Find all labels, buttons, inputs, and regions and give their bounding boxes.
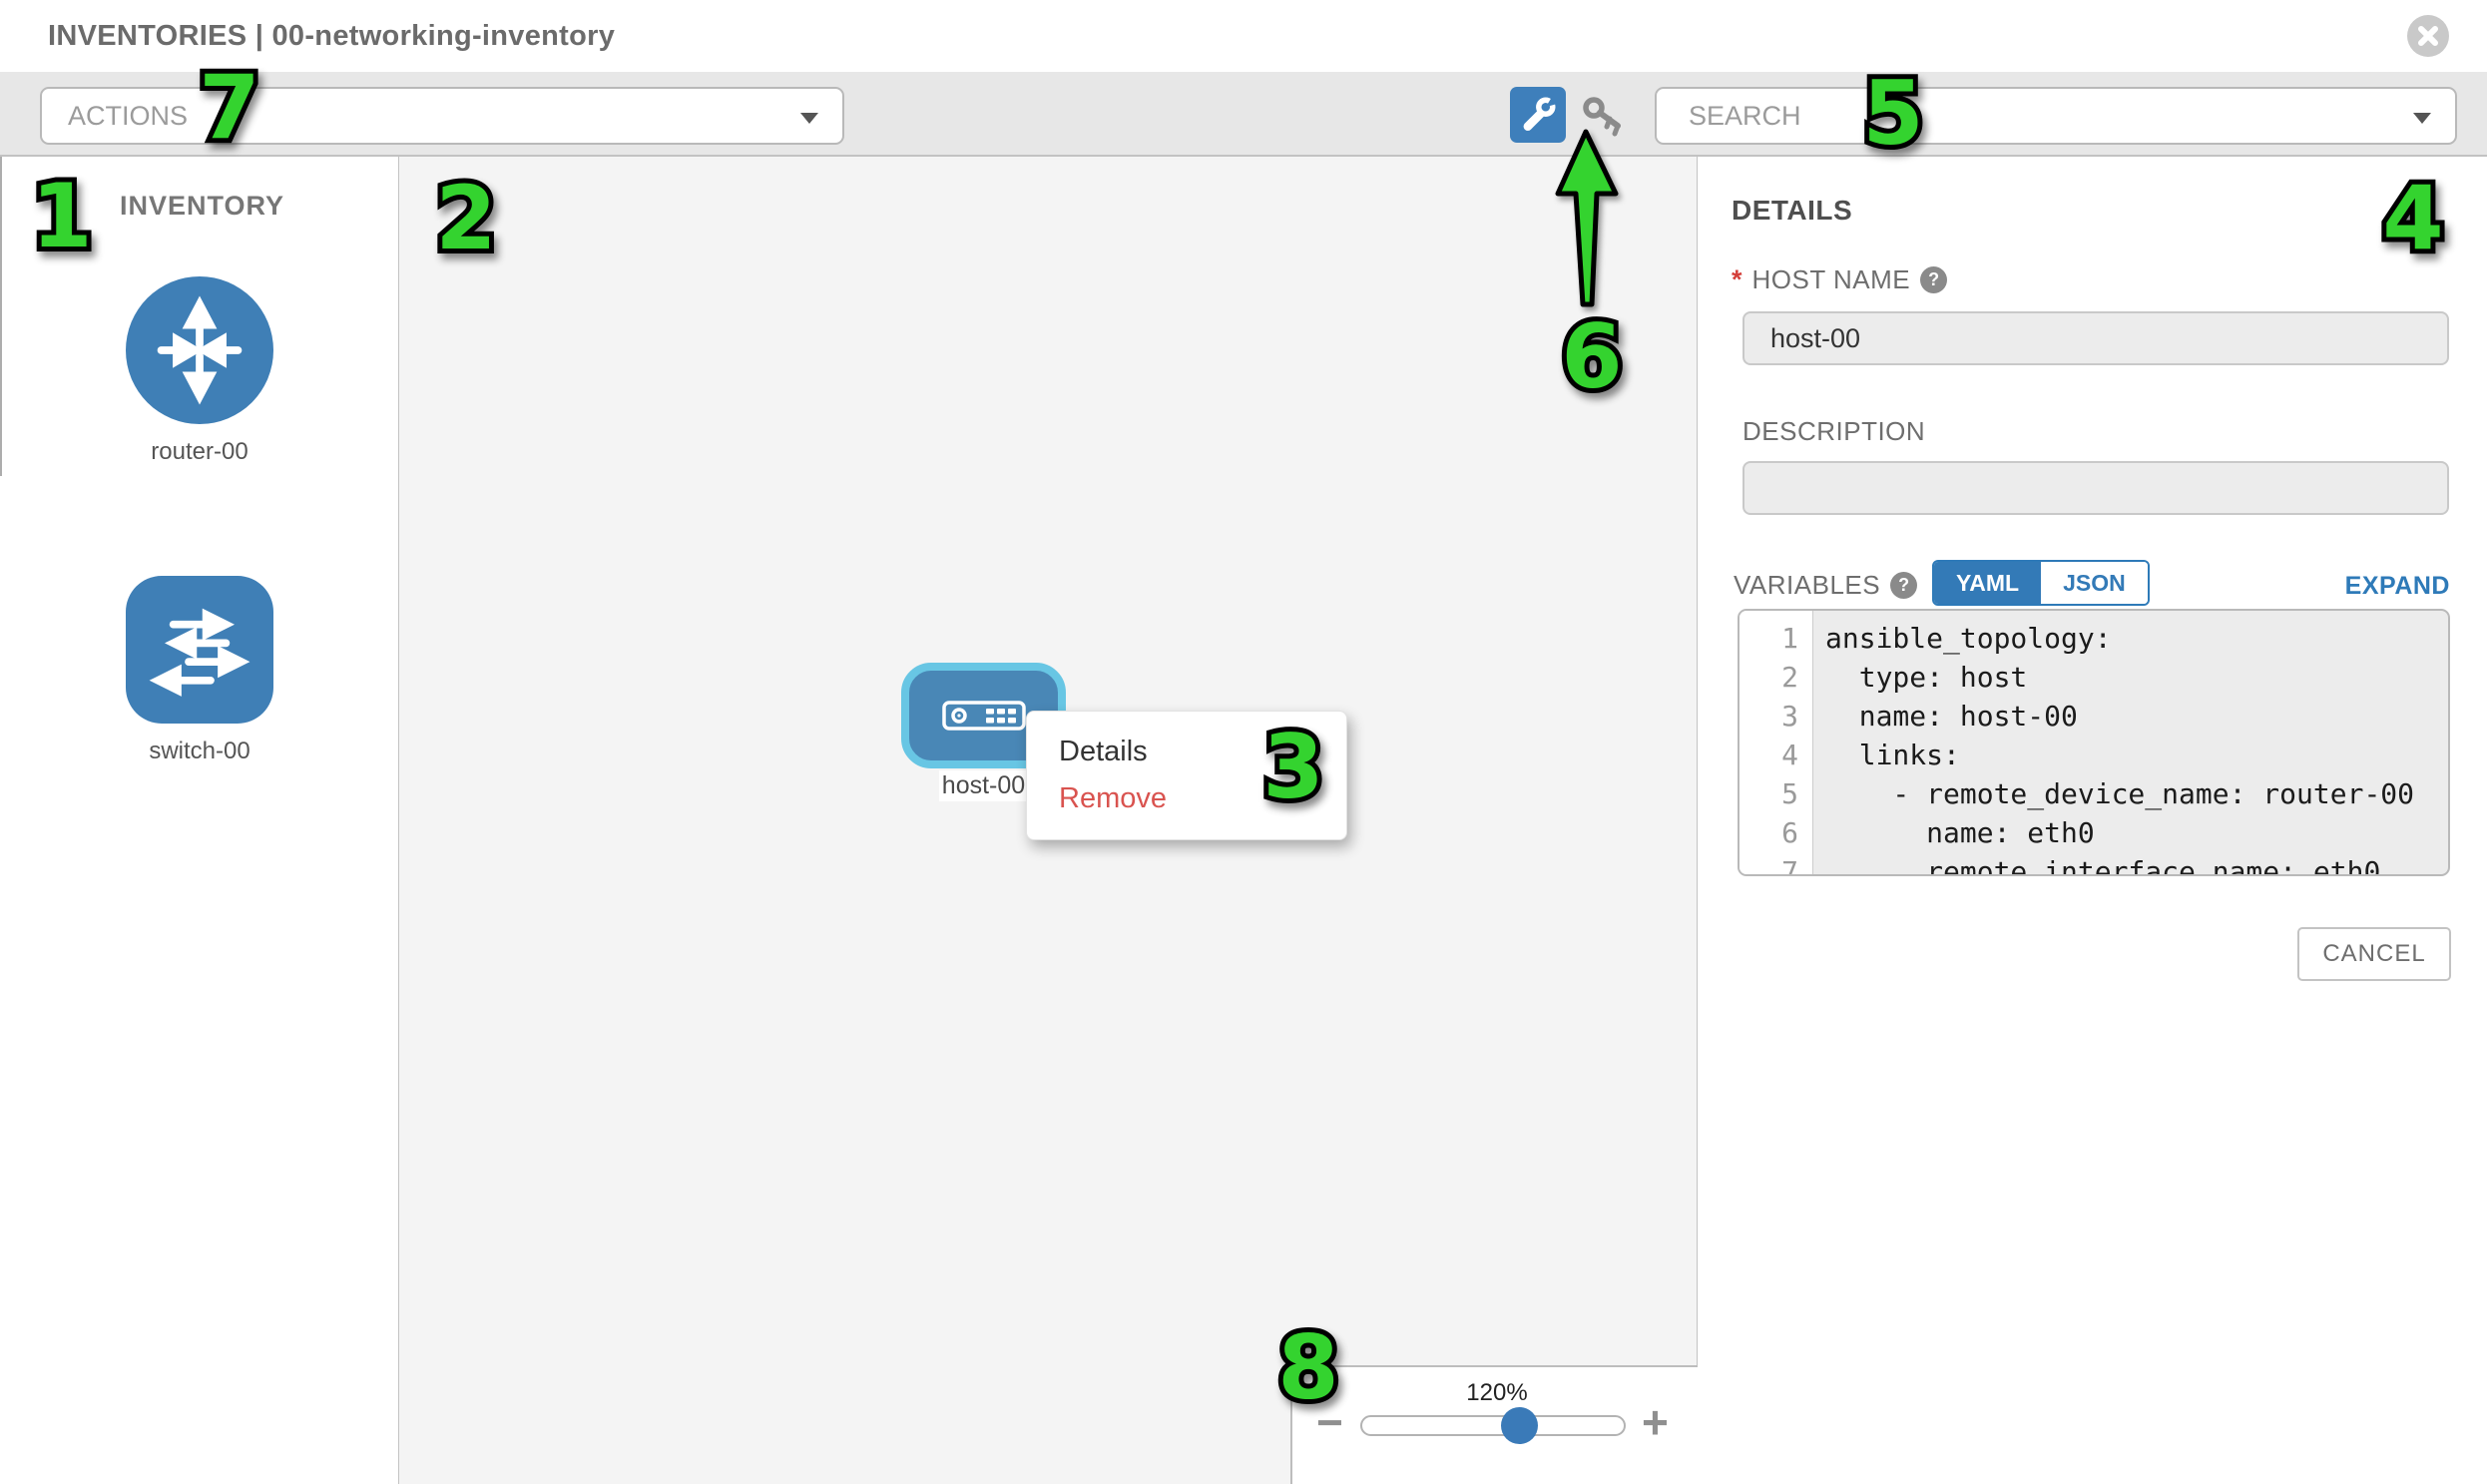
json-toggle-button[interactable]: JSON bbox=[2041, 562, 2148, 604]
palette-item-label: router-00 bbox=[151, 438, 249, 465]
zoom-slider-track[interactable] bbox=[1360, 1415, 1626, 1436]
expand-link[interactable]: EXPAND bbox=[2344, 572, 2450, 600]
line-text: name: host-00 bbox=[1825, 700, 2078, 733]
zoom-value: 120% bbox=[1466, 1379, 1528, 1406]
annotation-1: 1 bbox=[26, 165, 97, 267]
zoom-in-button[interactable]: + bbox=[1642, 1396, 1669, 1448]
toolbar-tools-button[interactable] bbox=[1510, 87, 1566, 143]
variables-format-toggle: YAML JSON bbox=[1932, 560, 2150, 606]
switch-icon bbox=[126, 576, 273, 724]
annotation-3: 3 bbox=[1257, 716, 1328, 818]
key-button[interactable] bbox=[1581, 94, 1629, 138]
details-title: DETAILS bbox=[1732, 195, 1853, 226]
context-menu: Details Remove bbox=[1026, 711, 1347, 840]
host-name-label-row: * HOST NAME ? bbox=[1732, 264, 1948, 295]
wrench-icon bbox=[1523, 94, 1559, 131]
chevron-down-icon bbox=[800, 113, 818, 124]
page-title: INVENTORIES | 00-networking-inventory bbox=[48, 20, 616, 52]
line-number: 7 bbox=[1740, 844, 1813, 874]
code-line: 1 ansible_topology: bbox=[1740, 611, 2448, 658]
header: INVENTORIES | 00-networking-inventory bbox=[0, 0, 2487, 72]
palette-item-switch[interactable]: switch-00 bbox=[0, 576, 399, 765]
annotation-4: 4 bbox=[2377, 167, 2448, 269]
code-line: 5 - remote_device_name: router-00 bbox=[1740, 766, 2448, 813]
key-icon bbox=[1583, 97, 1621, 137]
annotation-arrow-icon bbox=[1555, 129, 1619, 307]
line-text: links: bbox=[1825, 739, 1960, 771]
line-text: type: host bbox=[1825, 661, 2028, 694]
actions-dropdown[interactable]: ACTIONS bbox=[40, 87, 844, 145]
chevron-down-icon bbox=[2413, 113, 2431, 124]
line-text: - remote_device_name: router-00 bbox=[1825, 777, 2415, 810]
yaml-toggle-button[interactable]: YAML bbox=[1934, 562, 2042, 604]
required-mark: * bbox=[1732, 264, 1742, 294]
code-line: 2 type: host bbox=[1740, 650, 2448, 697]
context-menu-item-details[interactable]: Details bbox=[1059, 736, 1148, 767]
palette-item-label: switch-00 bbox=[149, 738, 250, 764]
annotation-7: 7 bbox=[194, 56, 264, 159]
line-text: remote_interface_name: eth0 bbox=[1825, 855, 2381, 876]
host-name-label: HOST NAME bbox=[1751, 264, 1911, 294]
host-name-input[interactable] bbox=[1742, 311, 2449, 365]
scrollbar[interactable] bbox=[0, 157, 2, 476]
toolbar: ACTIONS SEARCH bbox=[0, 72, 2487, 157]
code-line: 6 name: eth0 bbox=[1740, 805, 2448, 852]
code-line: 4 links: bbox=[1740, 728, 2448, 774]
code-line: 7 remote_interface_name: eth0 bbox=[1740, 844, 2448, 876]
host-icon bbox=[941, 701, 1026, 731]
variables-code-editor[interactable]: 1 ansible_topology: 2 type: host 3 name:… bbox=[1738, 609, 2450, 876]
palette-title: INVENTORY bbox=[120, 191, 285, 221]
search-dropdown-label: SEARCH bbox=[1689, 100, 1801, 131]
close-button[interactable] bbox=[2407, 15, 2449, 57]
search-dropdown[interactable]: SEARCH bbox=[1655, 87, 2457, 145]
palette-item-router[interactable]: router-00 bbox=[0, 276, 399, 466]
line-text: name: eth0 bbox=[1825, 816, 2095, 849]
annotation-5: 5 bbox=[1857, 62, 1928, 165]
annotation-6: 6 bbox=[1556, 305, 1627, 408]
zoom-slider-thumb[interactable] bbox=[1501, 1407, 1538, 1444]
description-label: DESCRIPTION bbox=[1742, 416, 1926, 446]
code-line: 3 name: host-00 bbox=[1740, 689, 2448, 736]
context-menu-item-remove[interactable]: Remove bbox=[1059, 782, 1167, 814]
description-input[interactable] bbox=[1742, 461, 2449, 515]
variables-label: VARIABLES bbox=[1734, 570, 1881, 600]
variables-label-row: VARIABLES ? bbox=[1734, 570, 1918, 601]
close-icon bbox=[2418, 26, 2438, 46]
details-panel: DETAILS * HOST NAME ? DESCRIPTION VARIAB… bbox=[1698, 157, 2487, 1484]
topology-canvas[interactable]: host-00 Details Remove 120% − + bbox=[399, 157, 1698, 1484]
annotation-8: 8 bbox=[1272, 1316, 1343, 1419]
line-text: ansible_topology: bbox=[1825, 622, 2112, 655]
help-icon[interactable]: ? bbox=[1920, 266, 1948, 293]
description-label-row: DESCRIPTION bbox=[1742, 416, 1925, 447]
router-icon bbox=[126, 276, 273, 424]
cancel-button[interactable]: CANCEL bbox=[2297, 927, 2451, 981]
annotation-2: 2 bbox=[430, 167, 501, 269]
help-icon[interactable]: ? bbox=[1890, 572, 1918, 599]
host-node-label: host-00 bbox=[939, 770, 1028, 801]
zoom-control: 120% − + bbox=[1290, 1365, 1698, 1484]
inventory-palette: INVENTORY router-00 bbox=[0, 157, 399, 1484]
zoom-out-button[interactable]: − bbox=[1316, 1396, 1343, 1448]
actions-dropdown-label: ACTIONS bbox=[68, 100, 189, 131]
